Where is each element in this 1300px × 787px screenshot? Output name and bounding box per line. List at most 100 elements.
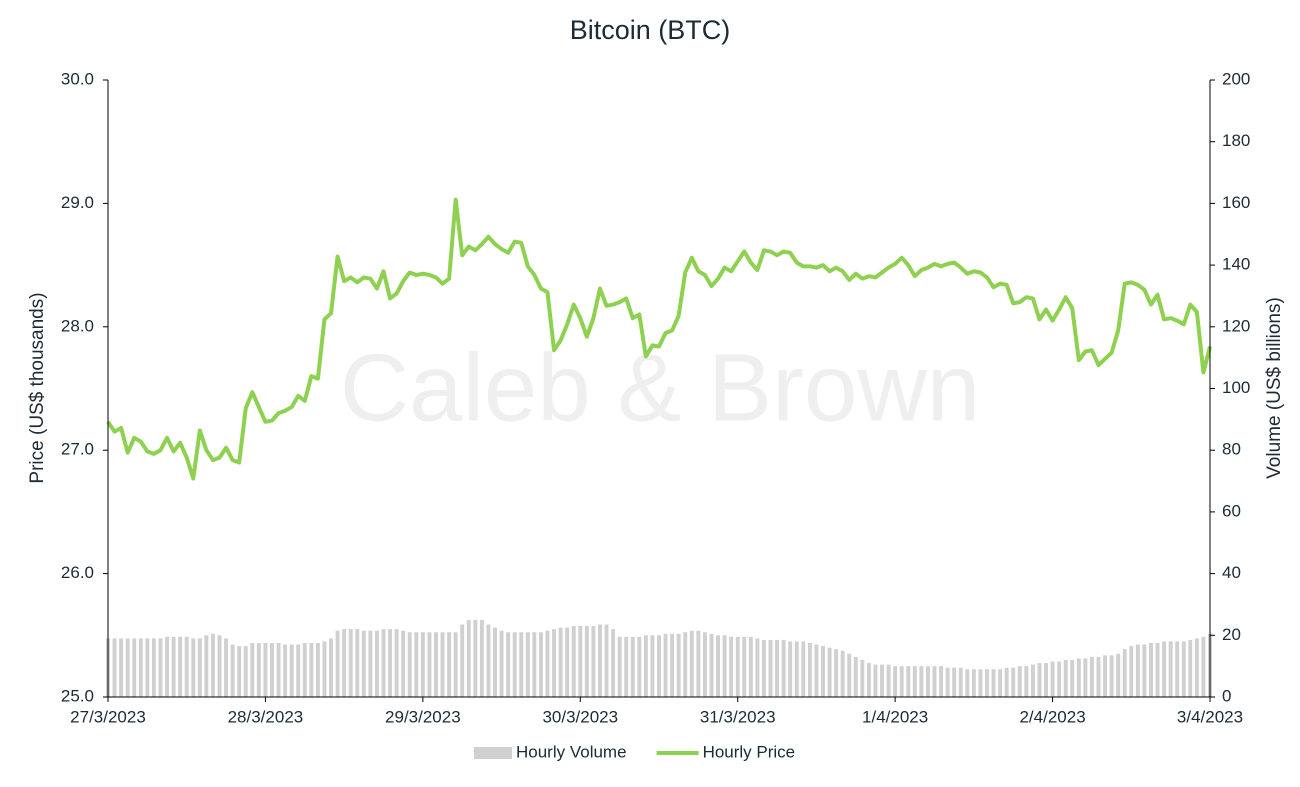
volume-bar xyxy=(985,669,989,697)
volume-bar xyxy=(683,632,688,697)
volume-bar xyxy=(755,638,760,697)
y-axis-label: Price (US$ thousands) xyxy=(27,292,48,483)
volume-bar xyxy=(1030,664,1035,697)
volume-bar xyxy=(650,635,655,697)
volume-bar xyxy=(912,666,917,697)
volume-bar xyxy=(1148,643,1153,697)
volume-bar xyxy=(748,636,753,697)
volume-bar xyxy=(1155,643,1160,697)
x-tick-label: 3/4/2023 xyxy=(1177,707,1243,726)
volume-bar xyxy=(827,647,832,697)
y2-tick-label: 180 xyxy=(1222,131,1250,150)
volume-bar xyxy=(270,643,274,697)
volume-bar xyxy=(178,636,183,697)
volume-bar xyxy=(184,636,189,697)
volume-bar xyxy=(210,633,215,697)
volume-bar xyxy=(460,624,465,697)
x-tick-label: 30/3/2023 xyxy=(542,707,618,726)
volume-bar xyxy=(197,638,202,697)
volume-bar xyxy=(1109,655,1114,697)
volume-bar xyxy=(368,630,373,697)
volume-bar xyxy=(814,644,819,697)
volume-bar xyxy=(453,632,458,697)
volume-bar xyxy=(847,653,852,697)
volume-bar xyxy=(1063,659,1068,697)
volume-bar xyxy=(1057,661,1062,697)
y2-tick-label: 20 xyxy=(1222,625,1241,644)
volume-bar xyxy=(801,641,806,697)
volume-bar xyxy=(1135,644,1140,697)
volume-bar xyxy=(958,667,963,697)
x-tick-label: 1/4/2023 xyxy=(862,707,928,726)
volume-bar xyxy=(112,638,117,697)
volume-bar xyxy=(834,649,839,697)
volume-bar xyxy=(276,643,281,697)
volume-bar xyxy=(932,666,937,697)
volume-bar xyxy=(512,632,517,697)
volume-bar xyxy=(165,636,170,697)
volume-bar xyxy=(342,629,347,697)
volume-bar xyxy=(584,626,589,697)
price-line xyxy=(106,197,1212,481)
volume-bar xyxy=(866,663,871,697)
volume-bar xyxy=(361,630,366,697)
volume-bar xyxy=(407,632,412,697)
y2-axis-label: Volume (US$ billions) xyxy=(1264,297,1285,479)
volume-bar xyxy=(893,666,898,697)
volume-bar xyxy=(1050,661,1055,697)
volume-bar xyxy=(171,636,176,697)
volume-bar xyxy=(565,627,570,697)
volume-bar xyxy=(716,635,721,697)
volume-bar xyxy=(775,639,780,697)
volume-bar xyxy=(768,639,773,697)
volume-bar xyxy=(1122,649,1127,697)
volume-bar xyxy=(414,632,419,697)
volume-bar xyxy=(309,643,314,697)
volume-bar xyxy=(604,624,609,697)
volume-bar xyxy=(821,646,825,697)
volume-bar xyxy=(1011,667,1016,697)
volume-bar xyxy=(1044,663,1048,697)
volume-bar xyxy=(676,633,681,697)
volume-bar xyxy=(388,629,393,697)
volume-bar xyxy=(145,638,150,697)
volume-bar xyxy=(499,630,504,697)
x-tick-label: 27/3/2023 xyxy=(70,707,146,726)
volume-bar xyxy=(558,627,563,697)
watermark: Caleb & Brown xyxy=(340,334,980,441)
volume-bar xyxy=(538,632,543,697)
volume-bar xyxy=(939,666,944,697)
y-tick-label: 28.0 xyxy=(61,316,94,335)
volume-bar xyxy=(925,666,930,697)
volume-bar xyxy=(119,638,124,697)
y-tick-label: 27.0 xyxy=(61,440,94,459)
volume-bar xyxy=(991,669,996,697)
volume-bar xyxy=(637,636,642,697)
volume-bar xyxy=(493,627,497,697)
volume-bar xyxy=(1181,641,1186,697)
volume-bar xyxy=(624,636,629,697)
volume-bar xyxy=(486,624,491,697)
volume-bar xyxy=(1076,658,1081,697)
y-tick-label: 25.0 xyxy=(61,686,94,705)
volume-bar xyxy=(479,619,484,697)
volume-bar xyxy=(840,650,845,697)
volume-bar xyxy=(630,636,635,697)
volume-bar xyxy=(1168,641,1173,697)
volume-bar xyxy=(302,643,307,697)
volume-bar xyxy=(794,641,799,697)
volume-bar xyxy=(807,643,812,697)
volume-bar xyxy=(289,644,294,697)
volume-bar xyxy=(591,626,596,697)
volume-bar xyxy=(447,632,452,697)
volume-bar xyxy=(899,666,904,697)
volume-bar xyxy=(788,641,793,697)
volume-bar xyxy=(296,644,301,697)
y2-tick-label: 0 xyxy=(1222,686,1231,705)
volume-bar xyxy=(1175,641,1180,697)
volume-bar xyxy=(158,638,163,697)
volume-bar xyxy=(657,635,661,697)
volume-bar xyxy=(125,638,130,697)
volume-bar xyxy=(545,630,550,697)
volume-bar xyxy=(224,638,229,697)
